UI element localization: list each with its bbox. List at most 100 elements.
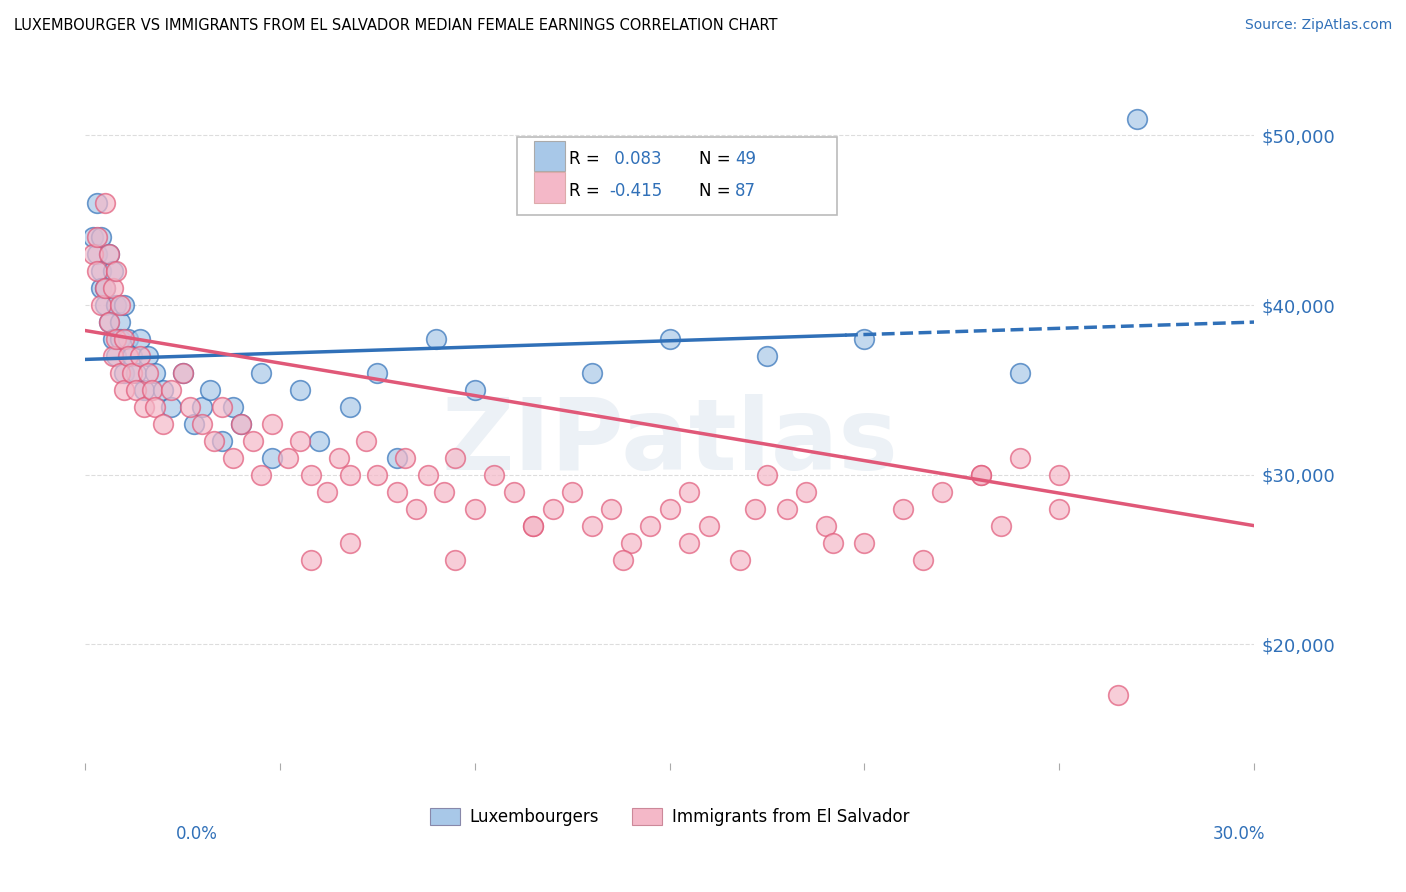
Point (418, 467, 440, 482)
Point (160, 383, 183, 397)
Point (202, 434, 225, 448)
Point (612, 552, 634, 566)
Point (354, 434, 377, 448)
Point (288, 434, 311, 448)
Point (444, 552, 467, 566)
Point (112, 332, 135, 346)
Point (125, 383, 148, 397)
Point (132, 383, 155, 397)
Point (756, 349, 779, 363)
Point (90, 264, 112, 278)
Point (101, 281, 124, 295)
Text: ZIPatlas: ZIPatlas (441, 394, 898, 491)
Point (366, 467, 388, 482)
Text: Source: ZipAtlas.com: Source: ZipAtlas.com (1244, 18, 1392, 32)
Point (1010, 366, 1032, 380)
Point (110, 315, 132, 329)
Point (90, 281, 112, 295)
Point (110, 366, 132, 380)
Point (82, 247, 104, 261)
Point (183, 417, 205, 431)
Point (315, 484, 337, 499)
Legend: Luxembourgers, Immigrants from El Salvador: Luxembourgers, Immigrants from El Salvad… (429, 808, 910, 826)
Point (105, 349, 128, 363)
Point (152, 417, 174, 431)
Point (97, 247, 120, 261)
Point (90, 230, 112, 244)
Point (990, 518, 1012, 533)
Point (86, 230, 108, 244)
Point (1010, 450, 1032, 465)
Point (112, 383, 135, 397)
Point (94, 281, 117, 295)
Point (94, 298, 117, 312)
Point (339, 535, 361, 549)
Text: LUXEMBOURGER VS IMMIGRANTS FROM EL SALVADOR MEDIAN FEMALE EARNINGS CORRELATION C: LUXEMBOURGER VS IMMIGRANTS FROM EL SALVA… (14, 18, 778, 33)
Point (541, 501, 564, 516)
Point (222, 400, 245, 414)
Point (136, 366, 159, 380)
Point (744, 501, 766, 516)
Point (191, 400, 214, 414)
Point (853, 535, 876, 549)
Point (231, 417, 253, 431)
Point (262, 417, 284, 431)
Point (141, 383, 163, 397)
Point (522, 518, 544, 533)
Point (249, 366, 271, 380)
Point (522, 518, 544, 533)
Point (128, 349, 150, 363)
Point (638, 518, 661, 533)
Point (339, 467, 361, 482)
Point (211, 400, 233, 414)
Point (405, 501, 427, 516)
Point (385, 450, 408, 465)
Text: 49: 49 (735, 150, 756, 169)
Point (152, 383, 174, 397)
Point (678, 535, 700, 549)
Point (775, 501, 797, 516)
Point (299, 467, 322, 482)
Text: 0.083: 0.083 (609, 150, 661, 169)
Point (678, 484, 700, 499)
Point (94, 196, 117, 211)
Point (339, 400, 361, 414)
Point (125, 366, 148, 380)
Point (756, 467, 779, 482)
Point (288, 383, 311, 397)
Point (433, 484, 456, 499)
Point (179, 400, 201, 414)
Point (90, 298, 112, 312)
Point (502, 484, 524, 499)
Point (121, 366, 143, 380)
Point (394, 450, 416, 465)
Point (600, 501, 623, 516)
Point (697, 518, 720, 533)
Point (94, 281, 117, 295)
Point (1047, 467, 1070, 482)
Point (425, 332, 447, 346)
Text: R =: R = (569, 182, 606, 200)
Text: N =: N = (699, 182, 735, 200)
Text: N =: N = (699, 150, 735, 169)
Text: -0.415: -0.415 (609, 182, 662, 200)
Point (145, 400, 167, 414)
Point (484, 467, 506, 482)
Point (191, 417, 214, 431)
Point (464, 383, 486, 397)
Point (658, 332, 681, 346)
Point (308, 434, 330, 448)
Point (172, 366, 194, 380)
Point (299, 552, 322, 566)
Text: 30.0%: 30.0% (1213, 825, 1265, 843)
Point (464, 501, 486, 516)
Point (132, 400, 155, 414)
Point (823, 535, 845, 549)
Point (620, 535, 643, 549)
Point (581, 518, 603, 533)
Point (658, 501, 681, 516)
Point (242, 434, 264, 448)
Point (105, 332, 128, 346)
Point (893, 501, 915, 516)
Text: 87: 87 (735, 182, 756, 200)
